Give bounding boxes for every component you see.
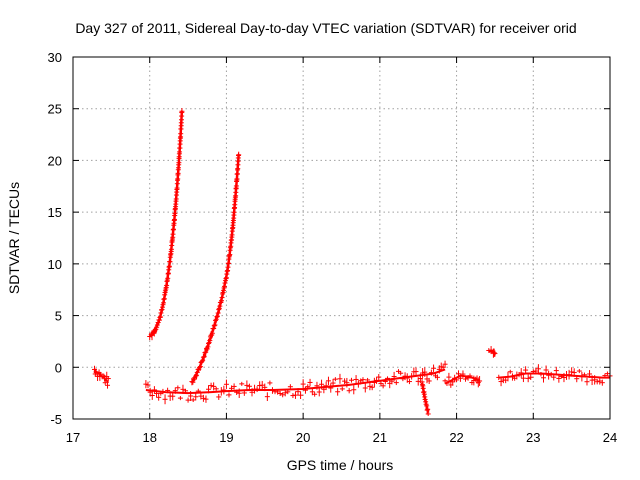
x-tick-label: 23 [526, 430, 540, 445]
series-small-arc-near-22-45 [486, 346, 498, 358]
series-trace [190, 154, 240, 384]
x-tick-label: 19 [219, 430, 233, 445]
series-steep-arc-1 [147, 108, 185, 341]
series-steep-arc-2 [189, 151, 242, 386]
chart-title: Day 327 of 2011, Sidereal Day-to-day VTE… [75, 20, 576, 36]
y-tick-label: 30 [48, 50, 62, 65]
y-tick-label: -5 [50, 412, 62, 427]
x-tick-label: 22 [449, 430, 463, 445]
y-tick-label: 10 [48, 257, 62, 272]
y-tick-label: 25 [48, 102, 62, 117]
y-tick-label: 0 [55, 360, 62, 375]
axis-ticks: 17 18 19 20 21 22 23 24 -5 0 5 10 15 20 25 30 [48, 50, 618, 445]
y-tick-label: 20 [48, 153, 62, 168]
x-tick-label: 21 [373, 430, 387, 445]
series-dip-near-21-6 [419, 378, 431, 417]
x-tick-label: 18 [142, 430, 156, 445]
x-axis-label: GPS time / hours [287, 457, 394, 473]
y-tick-label: 5 [55, 309, 62, 324]
y-axis-label: SDTVAR / TECUs [6, 182, 22, 294]
x-tick-label: 24 [603, 430, 617, 445]
y-tick-label: 15 [48, 205, 62, 220]
data-series [91, 108, 613, 417]
x-tick-label: 17 [66, 430, 80, 445]
series-arc-near-22 [442, 370, 483, 388]
series-early-arc [91, 365, 111, 389]
x-tick-label: 20 [296, 430, 310, 445]
grid-lines [73, 57, 610, 419]
plot-frame [72, 56, 611, 420]
